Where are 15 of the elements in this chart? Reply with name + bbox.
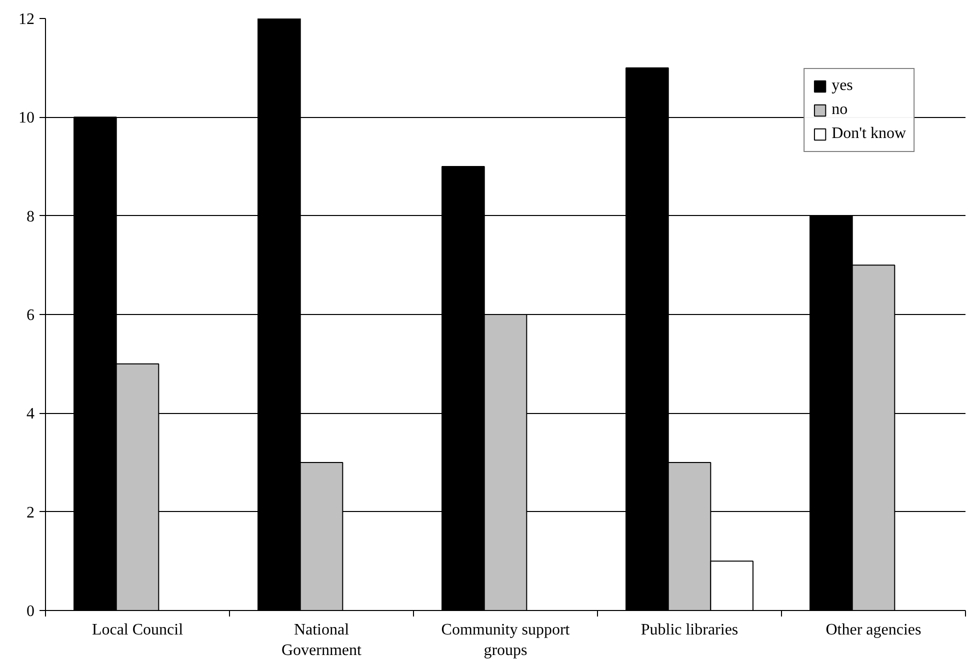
- y-tick-label: 8: [26, 208, 34, 226]
- y-tick-label: 12: [18, 11, 34, 28]
- y-tick-label: 2: [26, 504, 34, 522]
- legend-label: no: [832, 101, 849, 119]
- y-tick-label: 4: [26, 406, 34, 423]
- legend-label: Don't know: [832, 125, 906, 143]
- y-tick-label: 0: [26, 603, 34, 620]
- x-tick-label: Other agencies: [826, 622, 922, 638]
- x-tick-label: Local Council: [92, 622, 184, 638]
- x-tick-label: National Government: [282, 622, 362, 659]
- y-tick-label: 6: [26, 307, 34, 324]
- y-tick-label: 10: [18, 110, 34, 127]
- legend-label: yes: [832, 77, 853, 95]
- x-tick-label: Public libraries: [640, 622, 738, 638]
- x-tick-label: Community support groups: [441, 622, 570, 659]
